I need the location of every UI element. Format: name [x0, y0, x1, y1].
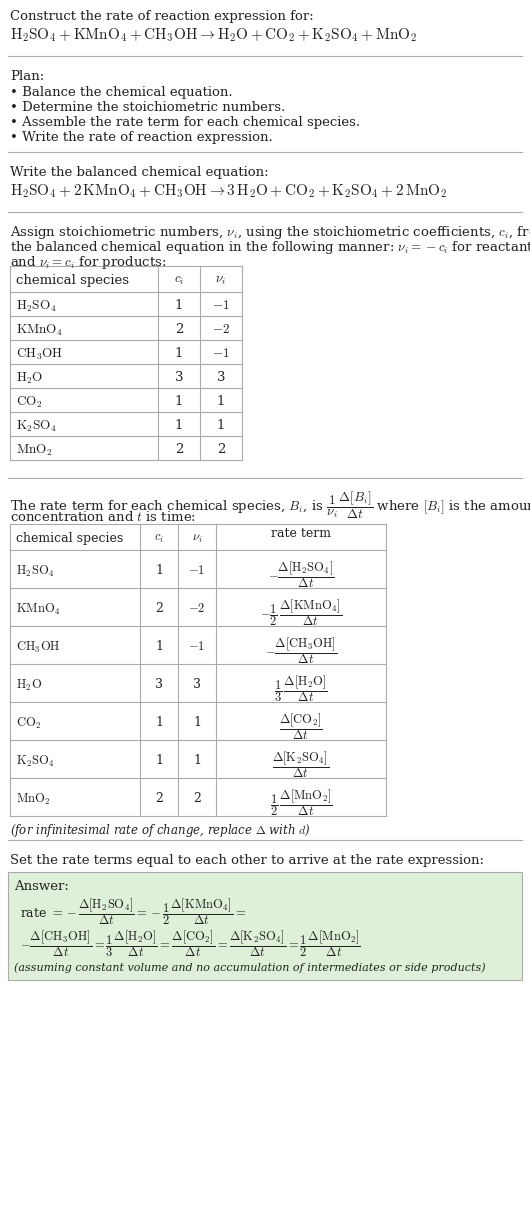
Text: chemical species: chemical species [16, 274, 129, 288]
Text: $-1$: $-1$ [212, 300, 230, 312]
Text: $\mathrm{H_2O}$: $\mathrm{H_2O}$ [16, 371, 43, 387]
Text: $c_i$: $c_i$ [154, 532, 164, 545]
Text: 1: 1 [175, 347, 183, 360]
Text: $\mathrm{K_2SO_4}$: $\mathrm{K_2SO_4}$ [16, 419, 57, 435]
Text: • Assemble the rate term for each chemical species.: • Assemble the rate term for each chemic… [10, 116, 360, 129]
Text: 2: 2 [217, 443, 225, 455]
Text: $\mathrm{H_2SO_4}$: $\mathrm{H_2SO_4}$ [16, 300, 57, 314]
Text: (for infinitesimal rate of change, replace $\Delta$ with $d$): (for infinitesimal rate of change, repla… [10, 821, 311, 840]
Text: • Balance the chemical equation.: • Balance the chemical equation. [10, 86, 233, 99]
Text: 2: 2 [193, 792, 201, 805]
Text: $-\dfrac{\Delta[\mathrm{H_2SO_4}]}{\Delta t}$: $-\dfrac{\Delta[\mathrm{H_2SO_4}]}{\Delt… [268, 559, 334, 590]
Text: $\nu_i$: $\nu_i$ [215, 274, 227, 288]
Text: $-\dfrac{1}{2}\,\dfrac{\Delta[\mathrm{KMnO_4}]}{\Delta t}$: $-\dfrac{1}{2}\,\dfrac{\Delta[\mathrm{KM… [260, 597, 342, 628]
Text: 1: 1 [175, 419, 183, 432]
Text: Construct the rate of reaction expression for:: Construct the rate of reaction expressio… [10, 10, 314, 23]
Text: $\mathrm{H_2O}$: $\mathrm{H_2O}$ [16, 678, 42, 693]
Text: $-1$: $-1$ [212, 347, 230, 360]
Text: 1: 1 [155, 564, 163, 577]
Text: $\mathrm{CH_3OH}$: $\mathrm{CH_3OH}$ [16, 640, 61, 655]
Text: $-2$: $-2$ [212, 323, 230, 336]
Text: $\mathrm{KMnO_4}$: $\mathrm{KMnO_4}$ [16, 602, 60, 617]
Text: 3: 3 [155, 678, 163, 691]
Text: $\nu_i$: $\nu_i$ [192, 532, 202, 545]
Text: 1: 1 [155, 640, 163, 654]
Text: 1: 1 [193, 716, 201, 728]
Text: $\dfrac{1}{3}\,\dfrac{\Delta[\mathrm{H_2O}]}{\Delta t}$: $\dfrac{1}{3}\,\dfrac{\Delta[\mathrm{H_2… [274, 673, 328, 704]
Text: 1: 1 [175, 395, 183, 408]
Text: $-1$: $-1$ [189, 564, 206, 577]
Text: rate term: rate term [271, 527, 331, 540]
Text: $\mathrm{H_2SO_4 + 2\,KMnO_4 + CH_3OH} \rightarrow \mathrm{3\,H_2O + CO_2 + K_2S: $\mathrm{H_2SO_4 + 2\,KMnO_4 + CH_3OH} \… [10, 182, 447, 199]
Text: Plan:: Plan: [10, 70, 44, 83]
Text: concentration and $t$ is time:: concentration and $t$ is time: [10, 510, 196, 524]
Text: 2: 2 [155, 792, 163, 805]
Text: $-\dfrac{\Delta[\mathrm{CH_3OH}]}{\Delta t}$: $-\dfrac{\Delta[\mathrm{CH_3OH}]}{\Delta… [265, 635, 337, 666]
Text: 1: 1 [155, 754, 163, 767]
Text: chemical species: chemical species [16, 532, 123, 545]
Text: $\dfrac{\Delta[\mathrm{K_2SO_4}]}{\Delta t}$: $\dfrac{\Delta[\mathrm{K_2SO_4}]}{\Delta… [272, 749, 330, 780]
Text: The rate term for each chemical species, $B_i$, is $\dfrac{1}{\nu_i}\dfrac{\Delt: The rate term for each chemical species,… [10, 490, 530, 521]
Text: 2: 2 [155, 602, 163, 615]
Text: 1: 1 [155, 716, 163, 728]
Text: $\mathrm{CO_2}$: $\mathrm{CO_2}$ [16, 395, 42, 411]
Text: • Determine the stoichiometric numbers.: • Determine the stoichiometric numbers. [10, 101, 285, 114]
Text: $-\dfrac{\Delta[\mathrm{CH_3OH}]}{\Delta t} = \dfrac{1}{3}\dfrac{\Delta[\mathrm{: $-\dfrac{\Delta[\mathrm{CH_3OH}]}{\Delta… [20, 928, 361, 959]
Text: $c_i$: $c_i$ [174, 274, 184, 288]
Text: 2: 2 [175, 323, 183, 336]
Text: $\mathrm{CO_2}$: $\mathrm{CO_2}$ [16, 716, 41, 731]
Text: 3: 3 [175, 371, 183, 384]
Text: 1: 1 [193, 754, 201, 767]
Text: • Write the rate of reaction expression.: • Write the rate of reaction expression. [10, 130, 273, 144]
Text: (assuming constant volume and no accumulation of intermediates or side products): (assuming constant volume and no accumul… [14, 962, 485, 972]
Text: $\dfrac{\Delta[\mathrm{CO_2}]}{\Delta t}$: $\dfrac{\Delta[\mathrm{CO_2}]}{\Delta t}… [279, 712, 323, 742]
Text: $\mathrm{KMnO_4}$: $\mathrm{KMnO_4}$ [16, 323, 63, 338]
Text: 2: 2 [175, 443, 183, 455]
Text: 1: 1 [217, 419, 225, 432]
Bar [8, 872, 522, 980]
Text: $\mathrm{K_2SO_4}$: $\mathrm{K_2SO_4}$ [16, 754, 55, 769]
Text: 3: 3 [217, 371, 225, 384]
Text: and $\nu_i = c_i$ for products:: and $\nu_i = c_i$ for products: [10, 254, 166, 271]
Text: 1: 1 [217, 395, 225, 408]
Text: 1: 1 [175, 300, 183, 312]
Text: $\mathrm{MnO_2}$: $\mathrm{MnO_2}$ [16, 792, 50, 807]
Text: $\mathrm{MnO_2}$: $\mathrm{MnO_2}$ [16, 443, 52, 458]
Text: Write the balanced chemical equation:: Write the balanced chemical equation: [10, 165, 269, 179]
Text: 3: 3 [193, 678, 201, 691]
Text: the balanced chemical equation in the following manner: $\nu_i = -c_i$ for react: the balanced chemical equation in the fo… [10, 239, 530, 256]
Text: Set the rate terms equal to each other to arrive at the rate expression:: Set the rate terms equal to each other t… [10, 854, 484, 867]
Text: $-1$: $-1$ [189, 640, 206, 654]
Text: $-2$: $-2$ [188, 602, 206, 615]
Text: rate $= -\dfrac{\Delta[\mathrm{H_2SO_4}]}{\Delta t} = -\dfrac{1}{2}\dfrac{\Delta: rate $= -\dfrac{\Delta[\mathrm{H_2SO_4}]… [20, 896, 246, 927]
Text: $\mathrm{CH_3OH}$: $\mathrm{CH_3OH}$ [16, 347, 63, 362]
Text: $\mathrm{H_2SO_4 + KMnO_4 + CH_3OH} \rightarrow \mathrm{H_2O + CO_2 + K_2SO_4 + : $\mathrm{H_2SO_4 + KMnO_4 + CH_3OH} \rig… [10, 27, 417, 43]
Text: Answer:: Answer: [14, 879, 69, 893]
Text: $\mathrm{H_2SO_4}$: $\mathrm{H_2SO_4}$ [16, 564, 55, 579]
Text: Assign stoichiometric numbers, $\nu_i$, using the stoichiometric coefficients, $: Assign stoichiometric numbers, $\nu_i$, … [10, 223, 530, 242]
Text: $\dfrac{1}{2}\,\dfrac{\Delta[\mathrm{MnO_2}]}{\Delta t}$: $\dfrac{1}{2}\,\dfrac{\Delta[\mathrm{MnO… [270, 786, 332, 818]
